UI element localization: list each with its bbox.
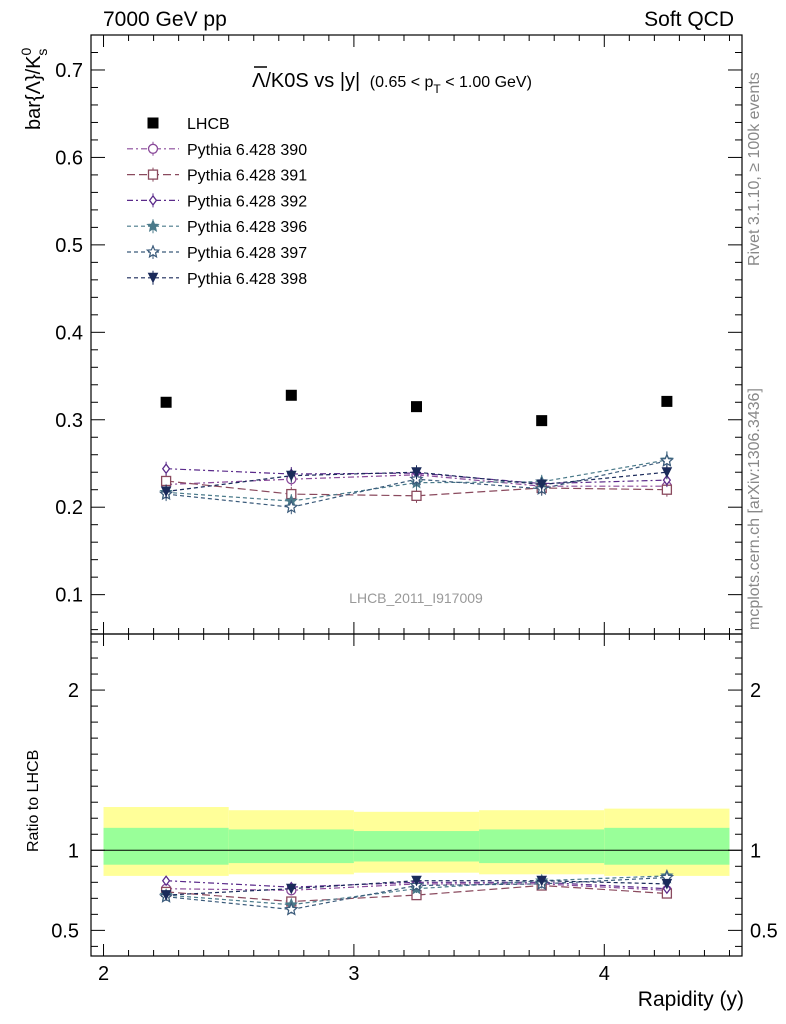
series-marker <box>285 883 297 895</box>
title-cut-sub: T <box>433 82 441 96</box>
series-marker <box>284 499 299 514</box>
ratio-y-tick-label: 2 <box>68 680 79 702</box>
series-marker <box>146 219 160 232</box>
series-marker <box>411 467 422 478</box>
series-layer <box>158 389 675 916</box>
series-marker <box>147 143 159 154</box>
legend-label: Pythia 6.428 398 <box>187 271 307 288</box>
ratio-y-tick-label-right: 0.5 <box>750 920 778 942</box>
main-y-tick-label: 0.4 <box>55 322 83 344</box>
main-y-tick-label: 0.5 <box>55 235 83 257</box>
ratio-y-tick-label-right: 1 <box>750 840 761 862</box>
legend-label: Pythia 6.428 390 <box>187 142 307 159</box>
series-marker <box>147 169 159 180</box>
title-rest: /K0S vs |y| <box>265 70 360 92</box>
analysis-label: LHCB_2011_I917009 <box>349 590 483 606</box>
band-inner-bin <box>103 827 229 865</box>
series-marker <box>160 890 172 901</box>
series-marker <box>285 470 297 482</box>
main-y-tick-label: 0.7 <box>55 60 83 82</box>
legend: LHCB Pythia 6.428 390 Pythia 6.428 391 Pyth… <box>127 116 307 288</box>
rivet-label: Rivet 3.1.10, ≥ 100k events <box>746 72 763 266</box>
ratio-frame <box>90 633 743 957</box>
series-marker <box>161 875 171 887</box>
title-cut-suffix: < 1.00 GeV) <box>441 74 532 91</box>
series-marker <box>659 453 675 467</box>
data-point-lhcb <box>536 415 548 427</box>
data-point-lhcb <box>411 401 422 413</box>
data-point-lhcb <box>160 396 172 408</box>
main-y-tick-label: 0.1 <box>55 585 83 607</box>
data-point-lhcb <box>285 389 297 401</box>
series-marker <box>411 875 422 887</box>
legend-label: LHCB <box>187 116 230 133</box>
header-right: Soft QCD <box>644 8 734 31</box>
main-y-tick-label: 0.6 <box>55 147 83 169</box>
series-marker <box>662 474 672 486</box>
band-inner-bin <box>604 827 730 865</box>
ratio-y-tick-label-right: 2 <box>750 680 761 702</box>
series-marker <box>284 901 299 916</box>
data-point-lhcb <box>661 395 673 407</box>
x-tick-label: 2 <box>98 963 109 985</box>
xlabel: Rapidity (y) <box>638 988 744 1011</box>
series-marker <box>160 475 172 487</box>
series-marker <box>536 875 548 887</box>
main-y-tick-label: 0.3 <box>55 410 83 432</box>
x-tick-label: 4 <box>599 963 610 985</box>
series-marker <box>145 244 161 259</box>
main-ylabel-sub: s <box>34 49 50 56</box>
header-left: 7000 GeV pp <box>103 8 227 31</box>
main-ylabel: bar{Λ}/K0s <box>18 47 50 130</box>
ratio-y-tick-label: 1 <box>68 840 79 862</box>
series-marker <box>411 490 422 501</box>
main-ylabel-text: bar{Λ}/K <box>23 55 45 130</box>
plot-title: Λ/K0S vs |y| (0.65 < pT < 1.00 GeV) <box>252 70 532 96</box>
title-cut-prefix: (0.65 < p <box>370 74 434 91</box>
band-inner-bin <box>353 831 480 862</box>
series-marker <box>148 194 158 206</box>
mcplots-label: mcplots.cern.ch [arXiv:1306.3436] <box>746 388 763 630</box>
series-marker <box>661 878 673 890</box>
legend-label: Pythia 6.428 391 <box>187 168 307 185</box>
series-398 <box>160 465 673 901</box>
legend-label: Pythia 6.428 396 <box>187 219 307 236</box>
main-y-tick-label: 0.2 <box>55 497 83 519</box>
legend-label: Pythia 6.428 392 <box>187 193 307 210</box>
series-marker <box>536 479 548 491</box>
legend-label: Pythia 6.428 397 <box>187 245 307 262</box>
band-inner-bin <box>228 829 354 864</box>
series-marker <box>161 463 171 475</box>
title-lambda: Λ <box>252 70 266 92</box>
legend-marker-lhcb <box>147 117 159 129</box>
series-line-main <box>166 471 667 493</box>
frames: 2 3 4 0.1 0.2 0.3 0.4 0.5 0.6 0.7 0.5 0.5 1 1 2 2 <box>51 34 778 985</box>
ratio-ylabel: Ratio to LHCB <box>25 750 42 852</box>
series-marker <box>661 467 673 478</box>
main-ylabel-sup: 0 <box>18 47 34 55</box>
x-tick-label: 3 <box>348 963 359 985</box>
band-inner-bin <box>479 829 605 864</box>
ratio-y-tick-label: 0.5 <box>51 920 79 942</box>
series-marker <box>147 272 159 284</box>
ratio-bands <box>91 807 742 876</box>
series-marker <box>160 486 172 498</box>
